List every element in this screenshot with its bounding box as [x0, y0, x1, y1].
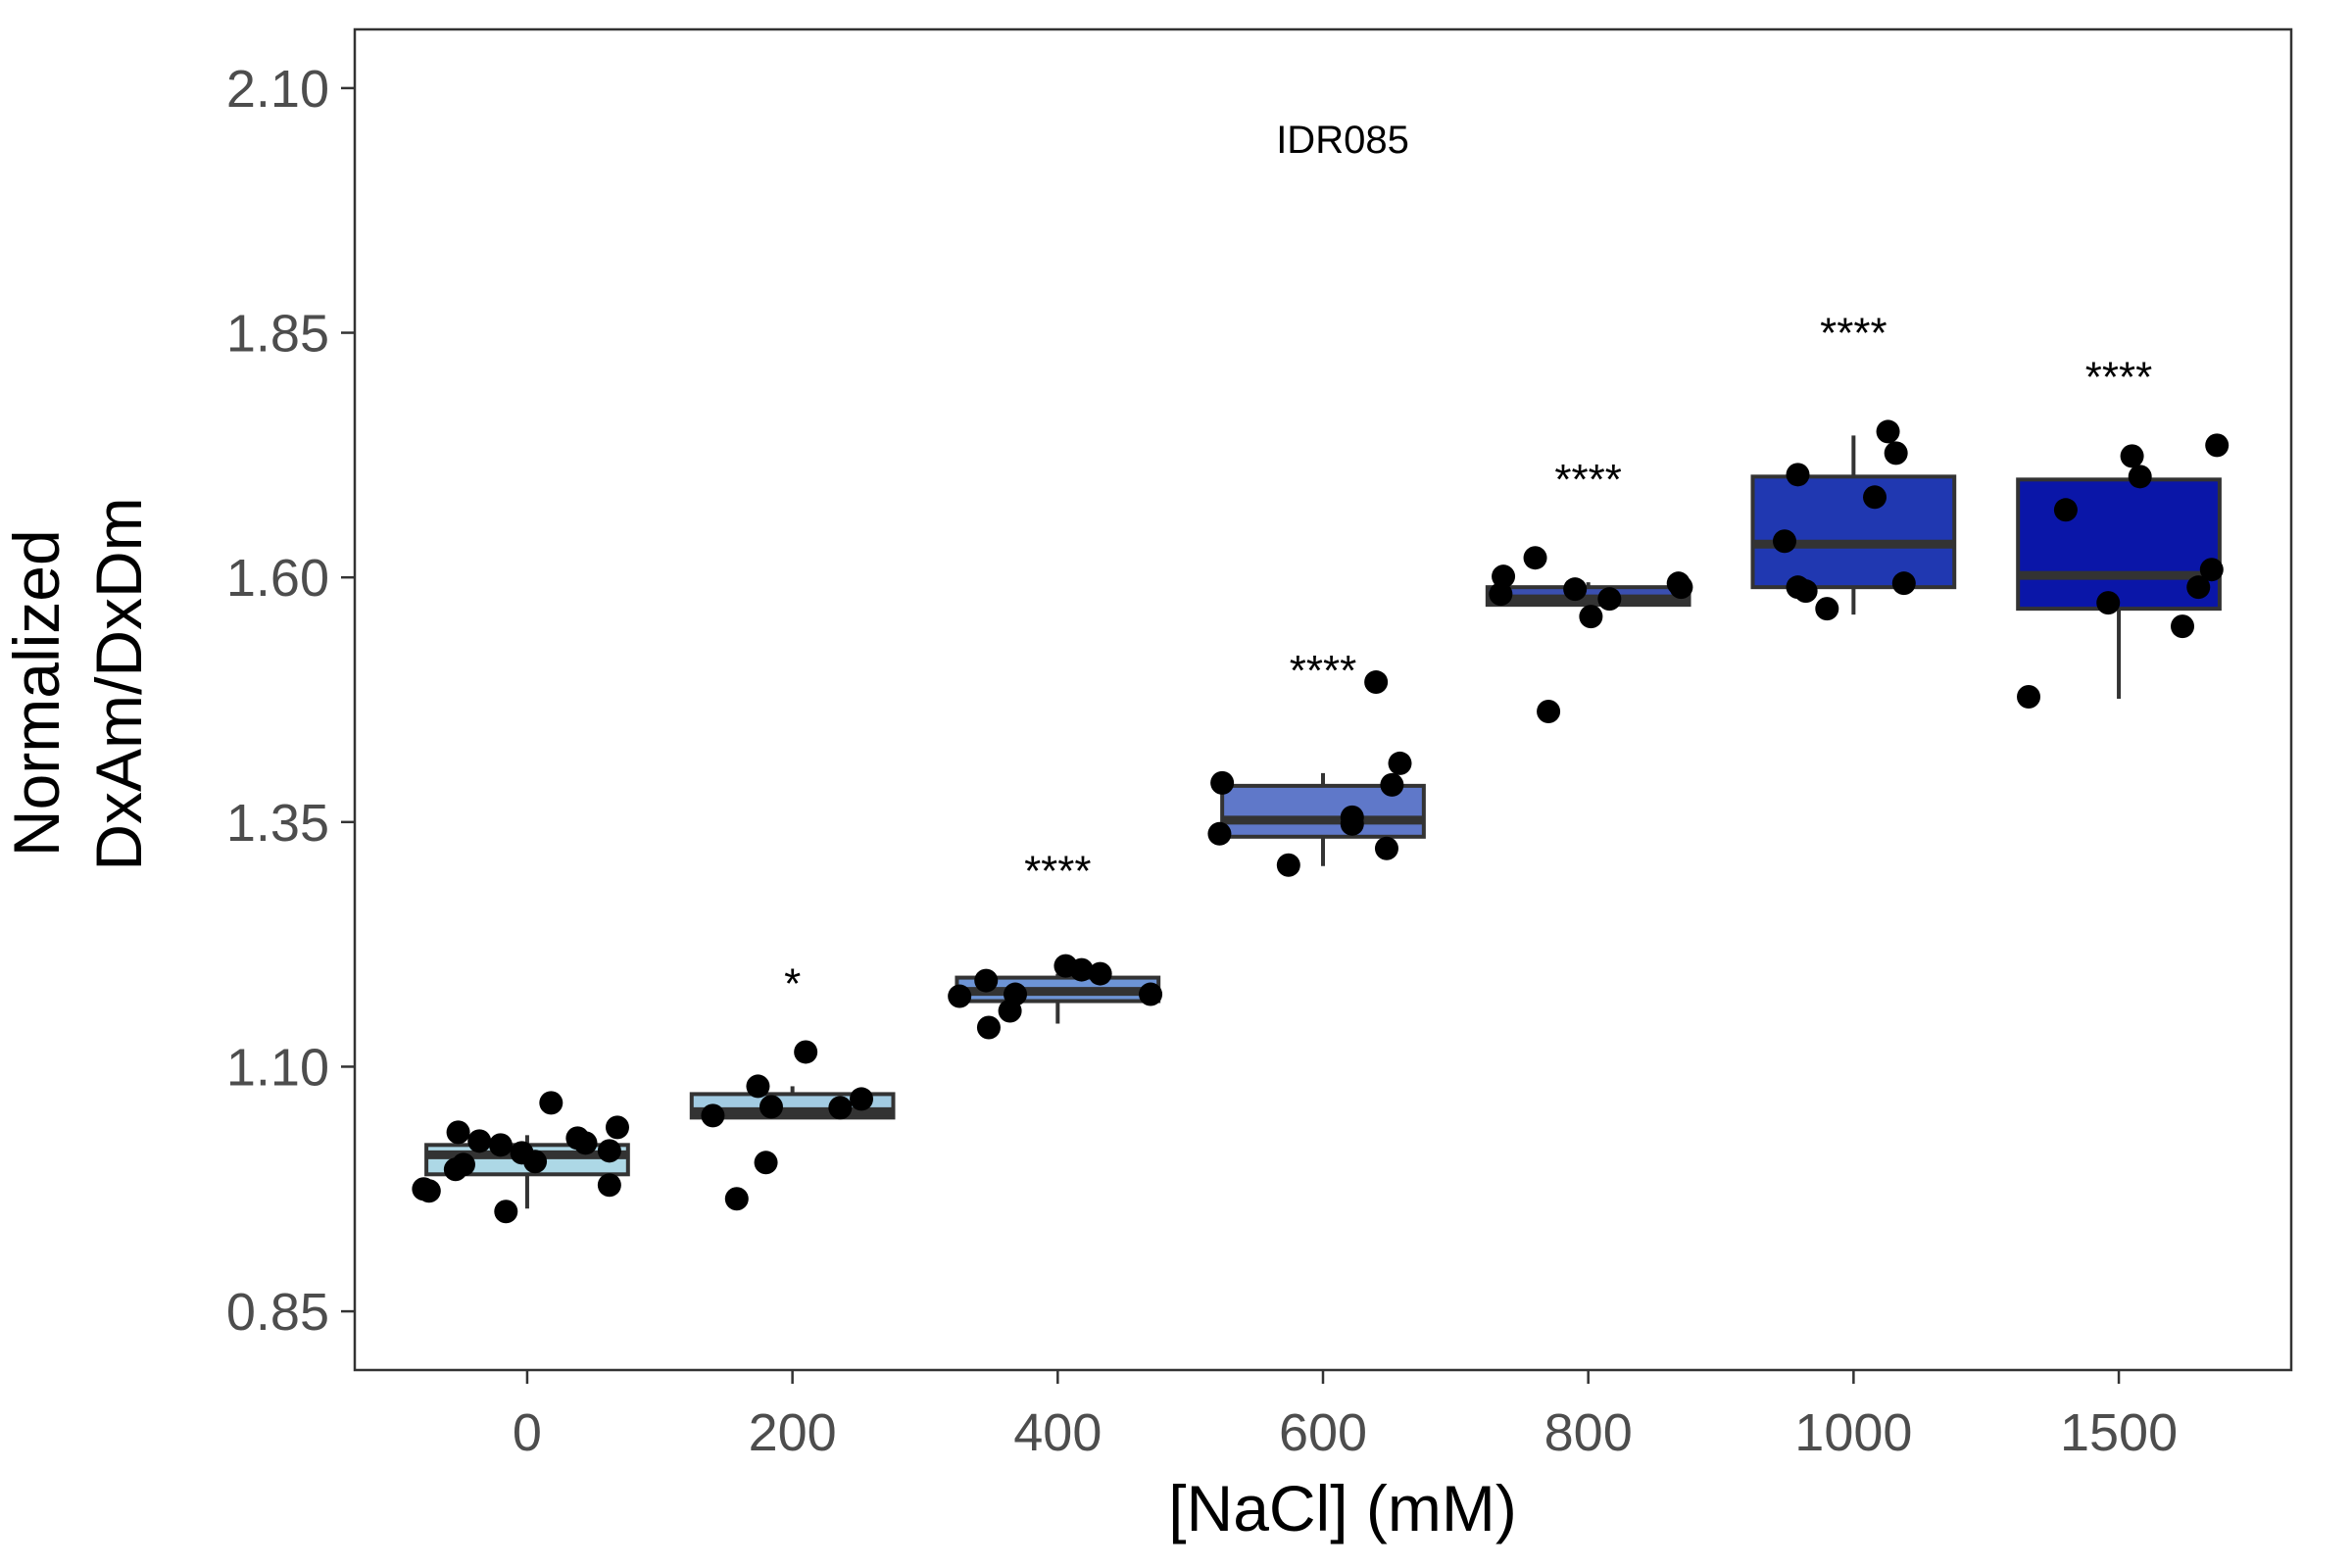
data-point: [1772, 529, 1796, 554]
y-axis-title: Normalized DxAm/DxDm: [0, 497, 155, 870]
data-point: [2128, 465, 2152, 489]
significance-label: ****: [1290, 647, 1357, 695]
x-tick-label: 0: [513, 1403, 542, 1462]
data-point: [1669, 575, 1693, 600]
data-point: [488, 1133, 513, 1157]
data-point: [2205, 433, 2230, 458]
panel-border: [353, 27, 2293, 1372]
data-point: [523, 1150, 548, 1174]
data-point: [1597, 587, 1622, 612]
panel-label: IDR085: [1276, 119, 1409, 162]
y-tick-label: 0.85: [226, 1283, 329, 1342]
y-tick-label: 1.10: [226, 1038, 329, 1097]
y-tick-label: 2.10: [226, 60, 329, 119]
data-point: [2120, 444, 2144, 468]
data-point: [759, 1095, 783, 1119]
data-point: [754, 1151, 778, 1175]
x-tick-label: 1000: [1794, 1403, 1912, 1462]
x-tick-label: 400: [1013, 1403, 1102, 1462]
data-point: [974, 968, 999, 993]
data-point: [1579, 605, 1603, 629]
data-point: [794, 1040, 818, 1064]
data-point: [2017, 685, 2041, 710]
significance-label: ****: [1820, 309, 1887, 357]
significance-label: ****: [2085, 353, 2153, 401]
data-point: [1537, 699, 1561, 723]
y-tick-label: 1.35: [226, 794, 329, 853]
data-point: [746, 1074, 770, 1099]
data-point: [1088, 961, 1112, 986]
data-point: [451, 1152, 475, 1177]
data-point: [1563, 577, 1588, 602]
data-point: [2171, 614, 2195, 639]
box-group-800: [1485, 582, 1691, 608]
data-point: [701, 1103, 725, 1128]
box-group-1500: [2016, 477, 2222, 700]
data-point: [1492, 564, 1516, 589]
data-point: [1207, 821, 1232, 846]
data-point: [1863, 485, 1887, 510]
data-point: [1884, 441, 1908, 466]
x-tick-label: 800: [1544, 1403, 1633, 1462]
x-tick-label: 200: [749, 1403, 837, 1462]
data-points: [412, 419, 2230, 1224]
x-tick-label: 1500: [2060, 1403, 2178, 1462]
data-point: [597, 1173, 621, 1198]
data-point: [1340, 805, 1364, 829]
data-point: [1139, 982, 1163, 1006]
data-point: [1069, 957, 1094, 982]
data-point: [1786, 463, 1810, 487]
data-point: [1276, 853, 1300, 877]
box-group-600: [1220, 772, 1426, 866]
data-point: [2186, 575, 2211, 600]
data-point: [1374, 836, 1398, 860]
plot-panel: [353, 27, 2293, 1372]
data-point: [2053, 498, 2078, 522]
data-point: [2199, 558, 2224, 582]
data-point: [446, 1120, 470, 1145]
data-point: [539, 1091, 564, 1115]
data-point: [1891, 571, 1916, 596]
significance-label: ****: [1024, 848, 1092, 896]
y-axis-title-line-1: Normalized: [0, 529, 73, 857]
data-point: [1793, 579, 1818, 604]
data-point: [1388, 751, 1412, 775]
data-point: [850, 1087, 874, 1111]
data-point: [1364, 670, 1389, 695]
data-point: [597, 1139, 621, 1163]
x-tick-label: 600: [1279, 1403, 1367, 1462]
data-point: [1489, 582, 1513, 607]
data-point: [1815, 597, 1839, 621]
data-point: [605, 1115, 629, 1140]
data-point: [948, 984, 972, 1008]
data-point: [1380, 772, 1404, 797]
x-axis-title: [NaCl] (mM): [1168, 1472, 1517, 1544]
y-tick-label: 1.60: [226, 549, 329, 608]
data-point: [1876, 419, 1900, 444]
data-point: [1523, 546, 1547, 570]
data-point: [1004, 982, 1028, 1006]
data-point: [724, 1187, 749, 1211]
data-point: [467, 1129, 492, 1153]
data-point: [1210, 770, 1235, 795]
box-1500: [2016, 477, 2222, 612]
y-tick-label: 1.85: [226, 305, 329, 364]
significance-label: *: [784, 959, 801, 1007]
significance-labels: *********************: [784, 309, 2152, 1007]
significance-label: ****: [1554, 456, 1622, 504]
data-point: [2096, 591, 2121, 615]
data-point: [976, 1015, 1001, 1040]
axes: 0.85 1.10 1.35 1.60 1.85 2.10 0 200 400 600 800 100…: [226, 60, 2178, 1462]
data-point: [416, 1179, 441, 1203]
data-point: [828, 1096, 853, 1120]
y-axis-title-line-2: DxAm/DxDm: [82, 497, 155, 870]
data-point: [494, 1200, 518, 1224]
box-600: [1220, 783, 1426, 839]
data-point: [573, 1131, 598, 1155]
